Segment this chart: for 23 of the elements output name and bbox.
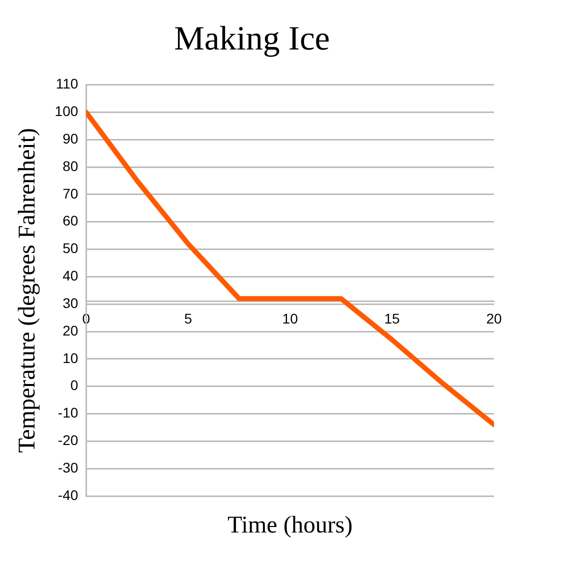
y-tick-label: 40 <box>62 268 78 284</box>
x-tick-label: 5 <box>184 310 192 327</box>
y-tick-label: -40 <box>58 486 78 503</box>
y-tick-label: 10 <box>62 350 78 366</box>
y-tick-label: 110 <box>56 76 78 92</box>
chart-title: Making Ice <box>174 20 330 58</box>
x-axis-title: Time (hours) <box>228 512 353 538</box>
x-tick-label: 20 <box>486 310 502 327</box>
y-tick-label: 100 <box>54 103 78 120</box>
y-tick-label: -30 <box>58 459 78 476</box>
y-tick-label: 60 <box>62 212 78 229</box>
y-tick-label: -10 <box>58 404 78 421</box>
x-tick-label: 15 <box>384 310 400 327</box>
y-tick-label: 90 <box>62 130 78 146</box>
y-tick-label: 80 <box>62 158 78 174</box>
y-axis-title: Temperature (degrees Fahrenheit) <box>14 128 41 453</box>
y-tick-label: 50 <box>62 240 78 256</box>
y-tick-label: 70 <box>62 185 78 202</box>
y-tick-label: 30 <box>62 294 78 311</box>
y-tick-label: 20 <box>62 322 78 338</box>
y-tick-label: -20 <box>58 432 78 448</box>
y-tick-label: 0 <box>70 377 78 394</box>
x-tick-label: 10 <box>282 310 298 327</box>
